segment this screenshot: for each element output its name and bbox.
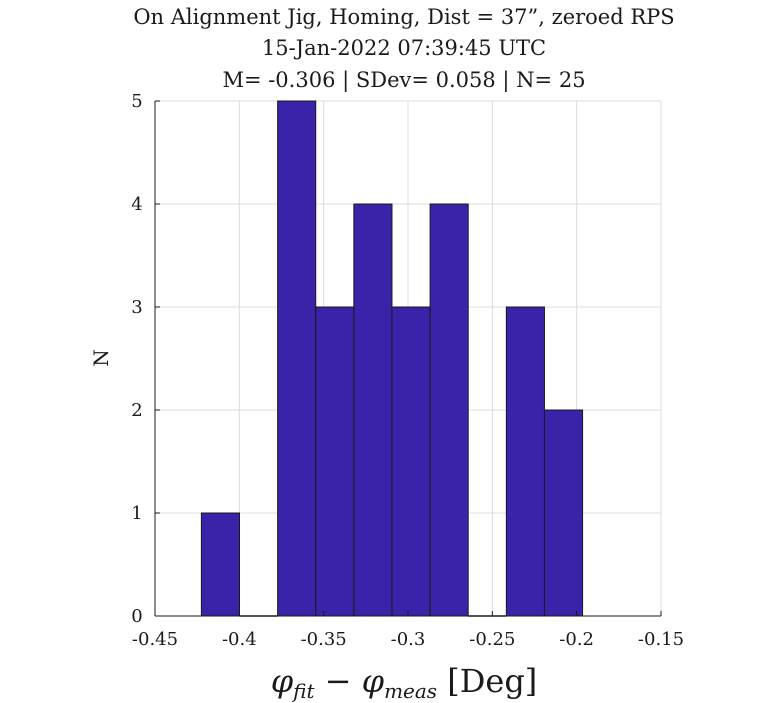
histogram-bar (315, 306, 355, 617)
x-tick-label: -0.35 (301, 629, 347, 650)
y-tick-label: 5 (131, 91, 142, 112)
axes (154, 100, 662, 617)
chart-title-line-1: On Alignment Jig, Homing, Dist = 37”, ze… (133, 5, 674, 29)
x-tick-label: -0.45 (132, 629, 178, 650)
x-axis-label: φfit − φmeas [Deg] (271, 662, 538, 703)
histogram-bar (543, 409, 584, 617)
y-tick-label: 2 (131, 400, 142, 421)
histogram-bar (391, 306, 431, 617)
histogram-bar (429, 203, 469, 617)
histogram-bar (200, 512, 241, 617)
histogram-bar (505, 306, 545, 617)
y-tick-label: 4 (131, 194, 142, 215)
y-tick-label: 3 (131, 297, 142, 318)
chart-title-block: On Alignment Jig, Homing, Dist = 37”, ze… (133, 5, 674, 93)
y-tick-label: 1 (131, 503, 142, 524)
x-tick-label: -0.15 (638, 629, 684, 650)
x-tick-label: -0.3 (391, 629, 426, 650)
chart-title-line-3: M= -0.306 | SDev= 0.058 | N= 25 (222, 68, 585, 93)
x-label-sub-fit: fit (291, 679, 315, 703)
histogram-bar (277, 100, 317, 617)
x-tick-label: -0.25 (469, 629, 515, 650)
y-tick-labels: 0 1 2 3 4 5 (131, 91, 142, 627)
x-tick-label: -0.4 (222, 629, 257, 650)
x-label-minus: − (315, 662, 362, 700)
x-label-phi-meas: φ (362, 662, 385, 700)
chart-title-line-2: 15-Jan-2022 07:39:45 UTC (262, 36, 546, 60)
x-tick-labels: -0.45 -0.4 -0.35 -0.3 -0.25 -0.2 -0.15 (132, 629, 684, 650)
y-tick-label: 0 (131, 606, 142, 627)
histogram-bars (200, 100, 584, 617)
x-tick-label: -0.2 (559, 629, 594, 650)
x-label-sub-meas: meas (384, 679, 437, 703)
histogram-bar (353, 203, 393, 617)
x-label-unit: [Deg] (437, 662, 537, 700)
x-label-phi-fit: φ (271, 662, 294, 700)
y-axis-label: N (89, 349, 113, 367)
